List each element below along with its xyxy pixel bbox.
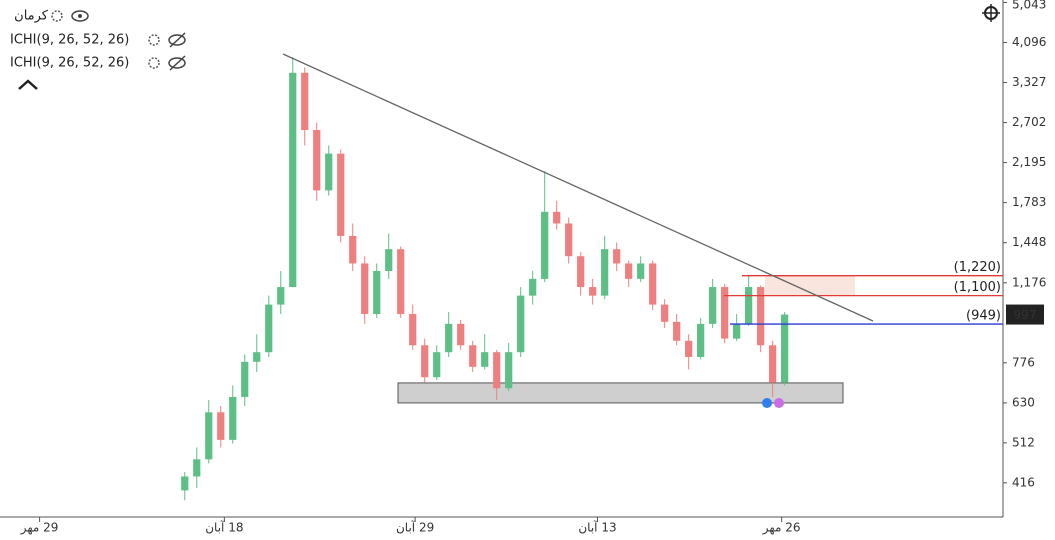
candle-body <box>409 313 417 346</box>
y-tick-label: 1,448 <box>1012 235 1046 249</box>
y-tick-label: 1,783 <box>1012 195 1046 209</box>
legend: کرمان ICHI(9, 26, 52, 26) ICHI(9, 26, 52… <box>10 9 186 90</box>
visibility-icon[interactable] <box>71 10 89 22</box>
indicator-label: ICHI(9, 26, 52, 26) <box>10 33 129 48</box>
x-tick-label: 18 آبان <box>205 520 243 535</box>
axes: 416 512 630 776 1,176 1,448 1,783 2,195 2,702 3,3… <box>20 0 1047 536</box>
candle-body <box>289 72 297 288</box>
candle-body <box>337 153 345 236</box>
candle-body <box>577 256 585 288</box>
hidden-icon[interactable] <box>168 34 186 46</box>
candle-body <box>709 287 717 324</box>
candle-body <box>229 396 237 440</box>
candle-body <box>373 271 381 314</box>
y-tick-label: 3,327 <box>1012 75 1046 89</box>
candle-body <box>601 249 609 296</box>
candle-body <box>697 323 705 357</box>
collapse-button[interactable] <box>18 79 38 90</box>
candle-body <box>613 249 621 264</box>
candle-body <box>517 295 525 353</box>
candle-body <box>589 287 597 296</box>
candle-body <box>769 345 777 383</box>
y-tick-label: 2,195 <box>1012 155 1046 169</box>
x-tick-label: 13 آبان <box>578 520 616 535</box>
candle-body <box>349 235 357 264</box>
trend-line <box>282 53 874 322</box>
signal-dot <box>774 398 784 408</box>
candle-body <box>565 223 573 257</box>
y-tick-label: 512 <box>1012 435 1035 449</box>
candle-body <box>301 72 309 131</box>
last-price-box <box>1006 304 1044 325</box>
y-tick-label: 2,702 <box>1012 115 1046 129</box>
candle-body <box>733 323 741 339</box>
candle-body <box>625 263 633 279</box>
candle-body <box>241 361 249 397</box>
candle-body <box>541 211 549 279</box>
signal-dot <box>762 398 772 408</box>
candle-body <box>385 249 393 272</box>
candle-body <box>685 340 693 357</box>
x-tick-label: 29 آبان <box>396 520 434 535</box>
visibility-icon-pupil <box>78 14 82 18</box>
y-tick-label: 5,043 <box>1012 0 1046 12</box>
settings-icon[interactable] <box>148 34 160 46</box>
resistance-zone <box>765 275 855 296</box>
candle-body <box>265 304 273 353</box>
candle-body <box>397 249 405 314</box>
candle-body <box>277 287 285 305</box>
candle-body <box>505 352 513 389</box>
candle-body <box>433 352 441 378</box>
candle-body <box>649 263 657 305</box>
candle-body <box>325 153 333 191</box>
hidden-icon[interactable] <box>168 57 186 69</box>
candle-body <box>313 130 321 191</box>
candle-body <box>205 412 213 460</box>
candle-body <box>217 412 225 440</box>
candle-body <box>361 263 369 314</box>
candle-body <box>421 345 429 378</box>
candle-body <box>673 321 681 341</box>
candle-body <box>529 278 537 296</box>
y-tick-label: 776 <box>1012 355 1035 369</box>
candle-body <box>469 345 477 367</box>
settings-icon[interactable] <box>148 57 160 69</box>
price-level-label: (1,220) <box>954 260 1001 275</box>
candle-body <box>493 352 501 389</box>
x-tick-label: 29 مهر <box>20 521 59 536</box>
price-level-label: (949) <box>966 309 1001 324</box>
crosshair-button[interactable] <box>982 4 1000 22</box>
indicator-label: ICHI(9, 26, 52, 26) <box>10 56 129 71</box>
candle-body <box>637 263 645 279</box>
y-tick-label: 416 <box>1012 475 1035 489</box>
candle-body <box>745 287 753 324</box>
hidden-icon-slash <box>169 32 186 48</box>
last-price-label: 997 <box>1014 308 1037 322</box>
candle-body <box>721 287 729 339</box>
candle-body <box>445 323 453 353</box>
candle-body <box>481 352 489 367</box>
y-tick-label: 630 <box>1012 395 1035 409</box>
candle-body <box>193 459 201 477</box>
hidden-icon-slash <box>169 55 186 71</box>
candle-body <box>553 211 561 224</box>
x-tick-label: 26 مهر <box>762 521 801 536</box>
symbol-title: کرمان <box>14 9 49 24</box>
candle-body <box>661 304 669 322</box>
candle-body <box>781 314 789 383</box>
y-tick-label: 1,176 <box>1012 275 1046 289</box>
candle-body <box>181 476 189 491</box>
price-level-label: (1,100) <box>954 280 1001 295</box>
candle-body <box>457 323 465 346</box>
y-tick-label: 4,096 <box>1012 35 1046 49</box>
candle-body <box>253 352 261 362</box>
candle-body <box>757 287 765 346</box>
plot-area: (1,220) (1,100) (949) <box>181 56 1003 501</box>
settings-icon[interactable] <box>51 10 63 22</box>
